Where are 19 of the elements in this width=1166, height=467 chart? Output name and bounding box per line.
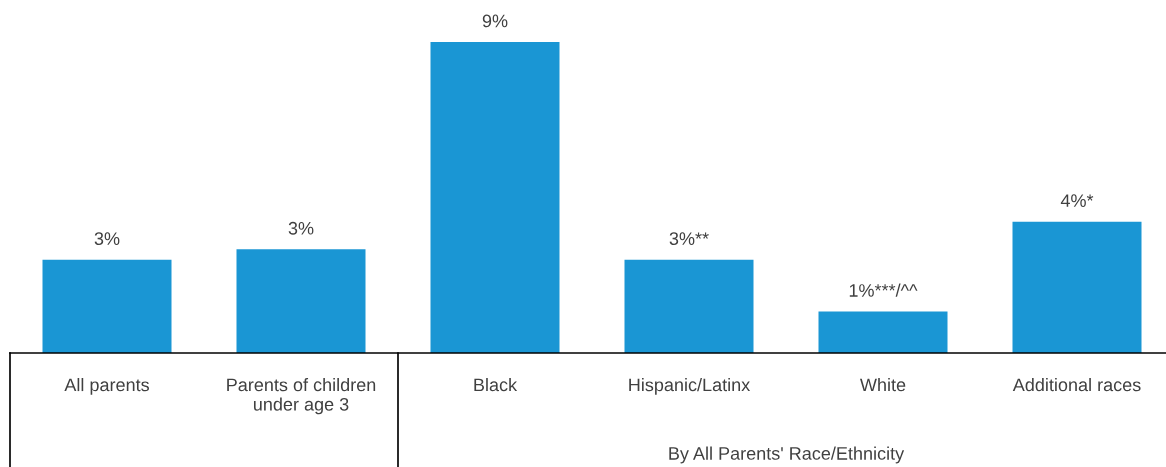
data-label: 1%***/^^ [849,283,918,297]
bar [1012,221,1142,353]
x-tick-label: Additional races [1012,378,1141,392]
x-tick-label: Hispanic/Latinx [629,378,751,395]
text: By All Parents' Race/Ethnicity [669,446,905,464]
x-tick-label: White [860,378,906,392]
x-tick-label: Parents of children under age 3 [227,378,376,415]
x-tick-label: Black [474,378,518,392]
bar [430,42,560,353]
data-label: 3%** [669,232,709,246]
bar [42,259,172,353]
bar [818,311,948,353]
data-label: 3% [94,232,120,246]
bar [236,249,366,353]
data-label: 4%* [1060,194,1094,207]
data-label: 3% [288,221,314,235]
x-tick-label: All parents [64,378,149,395]
bar [624,259,754,353]
data-label: 9% [482,14,508,28]
